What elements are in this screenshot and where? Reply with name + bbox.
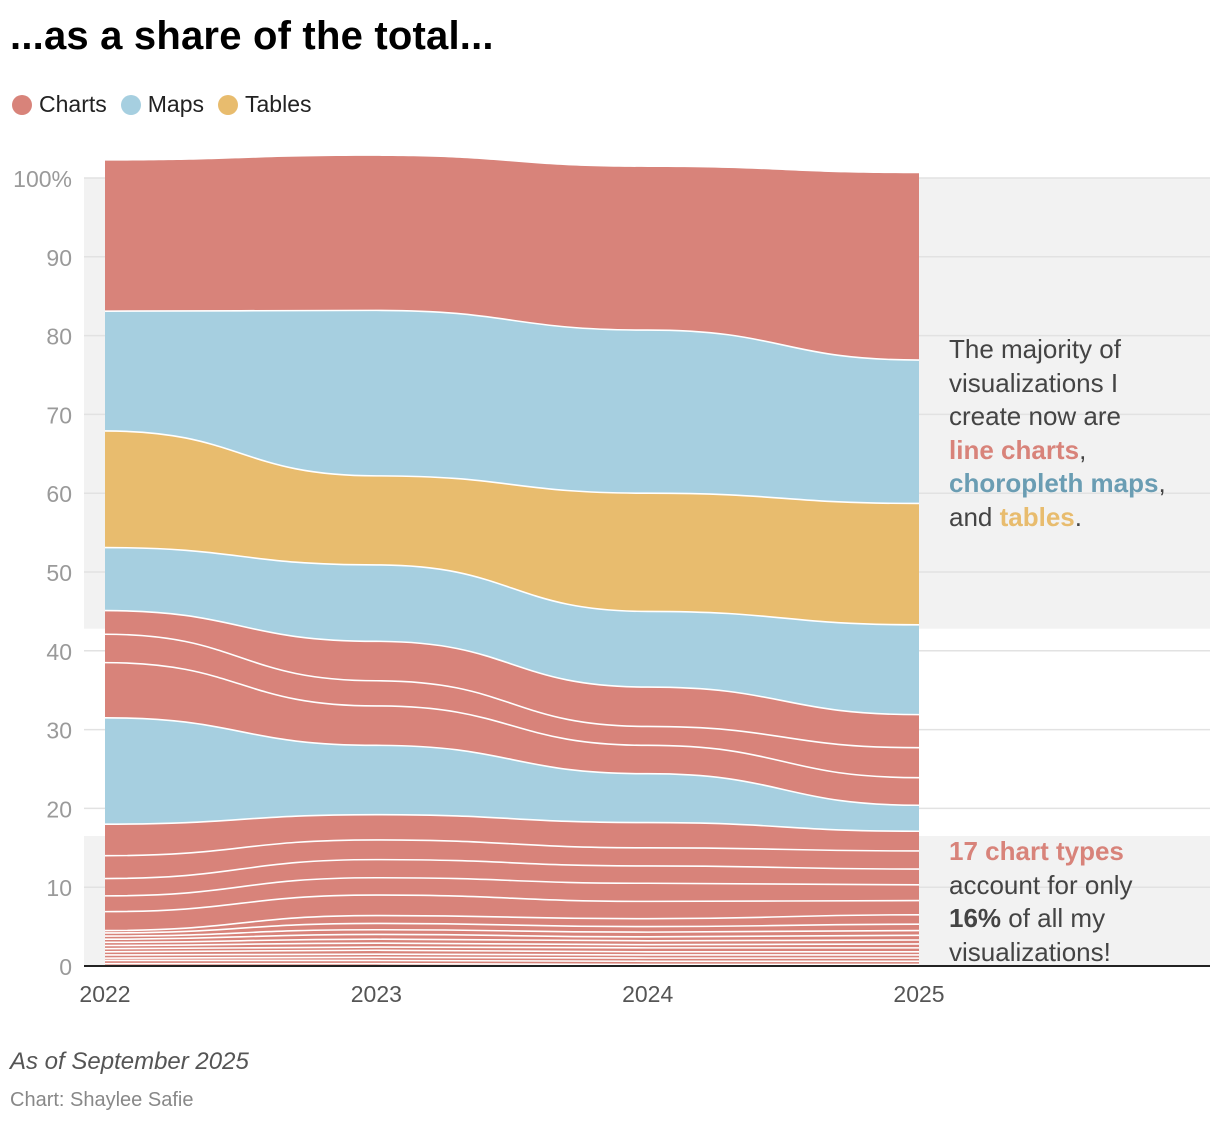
annotation-bottom-line-4: visualizations! bbox=[949, 936, 1111, 967]
legend-item-maps: Maps bbox=[120, 91, 204, 118]
annotation-majority: The majority of visualizations I create … bbox=[949, 333, 1209, 534]
layer-separator-14 bbox=[104, 876, 920, 897]
annotation-bottom-line-1: 17 chart types bbox=[949, 835, 1209, 869]
annotation-share-pct: 16% bbox=[949, 903, 1002, 933]
area-layer-charts-17 bbox=[105, 814, 919, 856]
area-layer-maps-24 bbox=[105, 310, 919, 504]
area-layer-tables-23 bbox=[105, 430, 919, 625]
layer-separator-4 bbox=[104, 953, 919, 956]
layer-separator-20 bbox=[104, 633, 920, 749]
y-tick-label-10: 10 bbox=[46, 875, 72, 901]
annotation-comma-2: , bbox=[1158, 468, 1166, 498]
legend-item-charts: Charts bbox=[12, 91, 107, 118]
x-tick-label-2025: 2025 bbox=[893, 981, 944, 1007]
layer-separator-3 bbox=[104, 956, 919, 959]
area-layer-charts-14 bbox=[105, 877, 919, 912]
annotation-choropleth-maps: choropleth maps bbox=[949, 468, 1159, 498]
annotation-line-5: choropleth maps, bbox=[949, 467, 1209, 501]
y-tick-label-60: 60 bbox=[46, 481, 72, 507]
layer-separator-22 bbox=[104, 546, 920, 626]
legend-label-maps: Maps bbox=[147, 91, 204, 117]
layer-separator-18 bbox=[104, 716, 920, 807]
layer-separator-11 bbox=[104, 922, 920, 934]
annotation-line-1: The majority of bbox=[949, 334, 1121, 364]
area-layer-charts-20 bbox=[105, 634, 919, 778]
annotation-chart-types: 17 chart types account for only 16% of a… bbox=[949, 835, 1209, 969]
x-tick-label-2024: 2024 bbox=[622, 981, 673, 1007]
x-tick-label-2023: 2023 bbox=[351, 981, 402, 1007]
layer-separator-24 bbox=[104, 309, 920, 361]
area-layer-charts-19 bbox=[105, 662, 919, 806]
y-tick-label-50: 50 bbox=[46, 560, 72, 586]
annotation-tables: tables bbox=[999, 501, 1075, 532]
annotation-line-4: line charts, bbox=[949, 434, 1209, 468]
area-layer-charts-13 bbox=[105, 895, 919, 931]
annotation-and: and bbox=[949, 501, 993, 532]
area-layer-maps-22 bbox=[105, 547, 919, 715]
layer-separator-8 bbox=[104, 938, 920, 944]
area-layer-maps-18 bbox=[105, 717, 919, 832]
y-tick-label-70: 70 bbox=[46, 402, 72, 428]
layer-separator-10 bbox=[104, 928, 920, 937]
layer-separator-19 bbox=[104, 661, 920, 779]
annotation-line-6: and tables. bbox=[949, 501, 1209, 535]
area-layer-charts-12 bbox=[105, 914, 919, 933]
annotation-bottom-line-3-rest: of all my bbox=[1001, 903, 1106, 933]
y-tick-label-80: 80 bbox=[46, 324, 72, 350]
layer-separator-13 bbox=[104, 894, 920, 913]
annotation-line-charts: line charts bbox=[949, 434, 1080, 465]
layer-separator-23 bbox=[104, 430, 920, 505]
y-tick-label-0: 0 bbox=[59, 954, 72, 980]
area-layer-charts-25 bbox=[105, 155, 919, 361]
legend-swatch-tables bbox=[218, 94, 238, 115]
layer-separator-15 bbox=[104, 858, 920, 880]
area-layer-charts-21 bbox=[105, 610, 919, 748]
layer-separator-6 bbox=[104, 946, 919, 950]
legend-label-charts: Charts bbox=[39, 91, 107, 117]
legend-swatch-maps bbox=[120, 94, 141, 115]
layer-separator-9 bbox=[104, 933, 920, 941]
chart-title: ...as a share of the total... bbox=[10, 14, 494, 58]
legend-swatch-charts bbox=[12, 94, 32, 115]
layer-separator-21 bbox=[104, 609, 920, 716]
legend: Charts Maps Tables bbox=[12, 91, 311, 118]
y-tick-label-20: 20 bbox=[46, 796, 72, 822]
footnote: As of September 2025 bbox=[10, 1048, 249, 1075]
annotation-line-3: create now are bbox=[949, 401, 1121, 431]
area-layer-charts-16 bbox=[105, 839, 919, 879]
y-tick-label-100: 100% bbox=[13, 166, 72, 192]
y-tick-label-40: 40 bbox=[46, 639, 72, 665]
layer-separator-16 bbox=[104, 839, 920, 857]
annotation-bottom-line-3: 16% of all my bbox=[949, 902, 1209, 936]
legend-item-tables: Tables bbox=[218, 91, 311, 118]
annotation-bottom-line-2: account for only bbox=[949, 869, 1133, 900]
layer-separator-2 bbox=[105, 959, 919, 963]
annotation-period: . bbox=[1074, 501, 1083, 532]
layer-separator-17 bbox=[104, 813, 920, 833]
y-tick-label-90: 90 bbox=[46, 245, 72, 271]
layer-separator-1 bbox=[105, 962, 919, 966]
layer-separator-12 bbox=[104, 913, 920, 932]
legend-label-tables: Tables bbox=[245, 91, 312, 117]
annotation-chart-types-count: 17 chart types bbox=[949, 836, 1124, 866]
x-tick-label-2022: 2022 bbox=[79, 981, 130, 1007]
y-tick-label-30: 30 bbox=[46, 718, 72, 744]
layer-separator-7 bbox=[104, 942, 920, 947]
annotation-comma-1: , bbox=[1079, 434, 1087, 465]
chart-credit: Chart: Shaylee Safie bbox=[10, 1089, 194, 1111]
layer-separator-5 bbox=[104, 949, 919, 953]
annotation-line-2: visualizations I bbox=[949, 367, 1119, 398]
area-layer-charts-15 bbox=[105, 859, 919, 896]
